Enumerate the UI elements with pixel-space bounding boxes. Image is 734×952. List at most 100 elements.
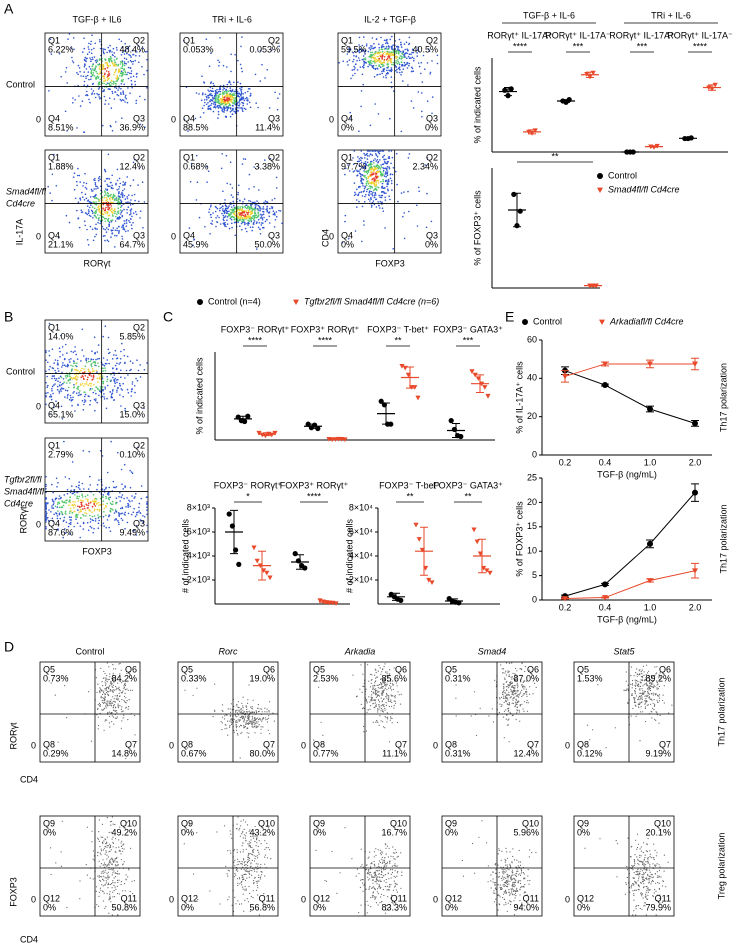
event-dot	[107, 65, 110, 68]
event-dot	[107, 856, 109, 858]
event-dot	[91, 379, 93, 381]
event-dot	[253, 220, 256, 222]
event-dot	[146, 513, 148, 516]
event-dot	[129, 184, 132, 187]
quadrant-value: 5.85%	[119, 331, 145, 341]
event-dot	[108, 486, 110, 489]
event-dot	[92, 531, 94, 534]
event-dot	[79, 488, 81, 490]
event-dot	[353, 68, 356, 71]
event-dot	[259, 213, 262, 216]
event-dot	[79, 390, 81, 392]
event-dot	[146, 506, 148, 509]
event-dot	[88, 51, 91, 53]
event-dot	[104, 907, 106, 910]
event-dot	[395, 45, 398, 48]
event-dot	[249, 95, 251, 97]
event-dot	[243, 107, 246, 110]
event-dot	[247, 90, 249, 93]
event-dot	[128, 45, 131, 47]
event-dot	[372, 66, 374, 68]
event-dot	[80, 75, 82, 77]
row-label: Cd4cre	[6, 198, 35, 208]
event-dot	[75, 513, 78, 516]
event-dot	[45, 351, 47, 354]
event-dot	[115, 865, 117, 867]
event-dot	[266, 721, 269, 723]
event-dot	[385, 158, 387, 161]
legend-label: Control	[608, 170, 637, 180]
event-dot	[113, 884, 115, 887]
axis-zero: 0	[171, 114, 176, 124]
event-dot	[96, 886, 98, 888]
event-dot	[97, 522, 100, 525]
event-dot	[387, 56, 389, 58]
event-dot	[122, 184, 124, 186]
axis-label: % of FOXP3⁺ cells	[514, 501, 524, 577]
event-dot	[116, 362, 118, 365]
event-dot	[211, 220, 214, 222]
event-dot	[406, 62, 409, 64]
event-dot	[259, 228, 261, 230]
event-dot	[73, 386, 75, 388]
event-dot	[264, 711, 266, 713]
event-dot	[243, 221, 246, 224]
event-dot	[372, 173, 375, 176]
event-dot	[121, 46, 124, 48]
event-dot	[94, 183, 97, 186]
event-dot	[99, 178, 101, 181]
event-dot	[131, 194, 133, 197]
event-dot	[114, 519, 116, 521]
event-dot	[396, 63, 399, 65]
event-dot	[274, 91, 276, 94]
event-dot	[77, 385, 80, 388]
event-dot	[214, 101, 216, 104]
event-dot	[133, 193, 136, 196]
event-dot	[205, 103, 208, 106]
event-dot	[111, 184, 113, 187]
event-dot	[354, 67, 356, 69]
event-dot	[256, 221, 258, 223]
event-dot	[79, 105, 82, 107]
event-dot	[49, 38, 52, 40]
event-dot	[99, 192, 102, 195]
event-dot	[223, 96, 226, 99]
event-dot	[66, 492, 69, 495]
event-dot	[106, 359, 108, 361]
event-dot	[109, 209, 112, 211]
event-dot	[246, 230, 248, 233]
event-dot	[417, 62, 420, 64]
column-title: Control	[75, 646, 104, 656]
event-dot	[102, 228, 105, 230]
event-dot	[371, 150, 374, 152]
event-dot	[108, 851, 110, 853]
event-dot	[58, 502, 61, 505]
event-dot	[392, 61, 395, 64]
event-dot	[57, 370, 60, 372]
event-dot	[356, 59, 358, 62]
event-dot	[400, 192, 403, 194]
event-dot	[103, 89, 105, 91]
event-dot	[87, 212, 90, 215]
event-dot	[83, 385, 85, 387]
event-dot	[115, 368, 118, 371]
event-dot	[103, 396, 105, 398]
event-dot	[144, 126, 146, 128]
event-dot	[104, 103, 106, 105]
event-dot	[134, 715, 136, 717]
event-dot	[93, 515, 96, 517]
event-dot	[116, 872, 118, 874]
event-dot	[235, 724, 237, 726]
event-dot	[220, 167, 223, 170]
event-dot	[125, 506, 127, 508]
event-dot	[103, 95, 106, 98]
event-dot	[92, 73, 94, 76]
event-dot	[107, 204, 109, 207]
event-dot	[134, 80, 136, 83]
event-dot	[232, 211, 234, 214]
event-dot	[107, 352, 110, 355]
event-dot	[241, 163, 244, 165]
event-dot	[375, 194, 377, 196]
event-dot	[374, 52, 377, 55]
event-dot	[120, 201, 122, 203]
